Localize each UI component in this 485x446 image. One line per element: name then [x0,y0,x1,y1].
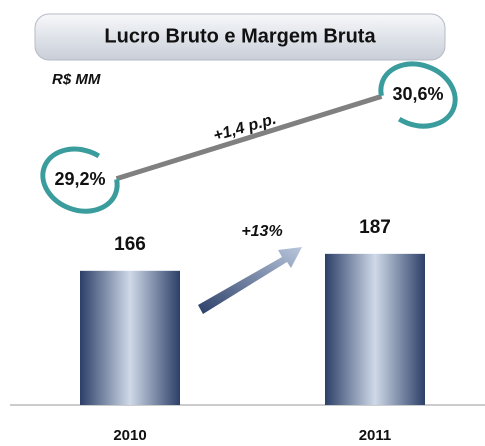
margin-circle [378,61,458,129]
margin-circle [40,146,120,214]
bar-value-label: 166 [114,234,146,255]
subtitle: R$ MM [52,71,101,88]
annotation: +13% [241,223,282,240]
margin-line [111,92,387,183]
bar [80,270,180,405]
x-tick-label: 2010 [113,427,146,444]
margin-label: 30,6% [392,84,443,104]
bar-value-label: 187 [359,217,391,238]
x-tick-label: 2011 [359,427,392,444]
growth-arrow [198,247,302,314]
chart-title: Lucro Bruto e Margem Bruta [104,25,376,47]
title-box [34,13,446,61]
bar [325,253,425,405]
margin-label: 29,2% [54,169,105,189]
